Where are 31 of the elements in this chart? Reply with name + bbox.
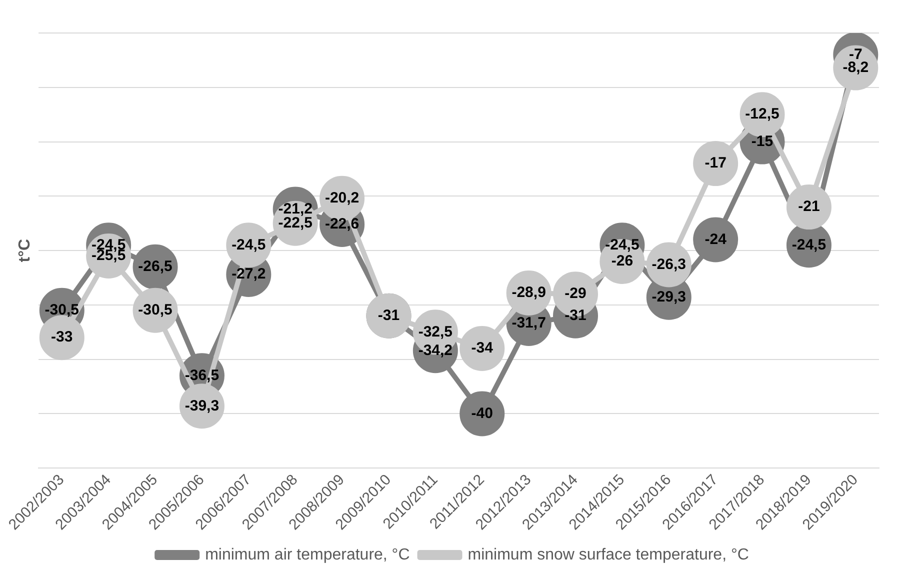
data-label: -26 xyxy=(611,252,634,270)
data-label: -26,3 xyxy=(652,256,686,273)
data-label: -28,9 xyxy=(512,284,546,302)
data-label: -34 xyxy=(471,340,494,357)
legend-label: minimum snow surface temperature, °C xyxy=(468,546,749,564)
data-label: -39,3 xyxy=(184,397,220,414)
data-label: -26,5 xyxy=(138,258,172,276)
data-label: -20,2 xyxy=(324,189,360,206)
data-label: -24,5 xyxy=(232,236,266,254)
data-label: -12,5 xyxy=(745,106,780,123)
data-label: -32,5 xyxy=(418,323,453,340)
legend-label: minimum air temperature, °C xyxy=(205,546,410,564)
y-axis-title: t°C xyxy=(16,238,34,262)
data-label: -24,5 xyxy=(91,236,126,254)
data-label: -33 xyxy=(51,328,73,346)
data-label: -31 xyxy=(378,306,400,324)
data-label: -29 xyxy=(564,285,586,302)
data-label: -22,5 xyxy=(278,214,312,232)
data-label: -34,2 xyxy=(418,342,453,359)
data-label: -24,5 xyxy=(792,236,826,254)
data-label: -21 xyxy=(798,198,820,216)
data-label: -15 xyxy=(751,132,774,150)
data-label: -24,5 xyxy=(605,236,640,254)
data-label: -40 xyxy=(471,404,493,422)
data-label: -31,7 xyxy=(512,314,546,332)
data-label: -17 xyxy=(704,154,726,172)
data-label: -30,5 xyxy=(138,302,172,319)
data-label: -21,2 xyxy=(278,200,312,218)
data-label: -29,3 xyxy=(652,288,686,306)
data-label: -24 xyxy=(704,230,728,248)
data-label: -31 xyxy=(564,306,586,324)
